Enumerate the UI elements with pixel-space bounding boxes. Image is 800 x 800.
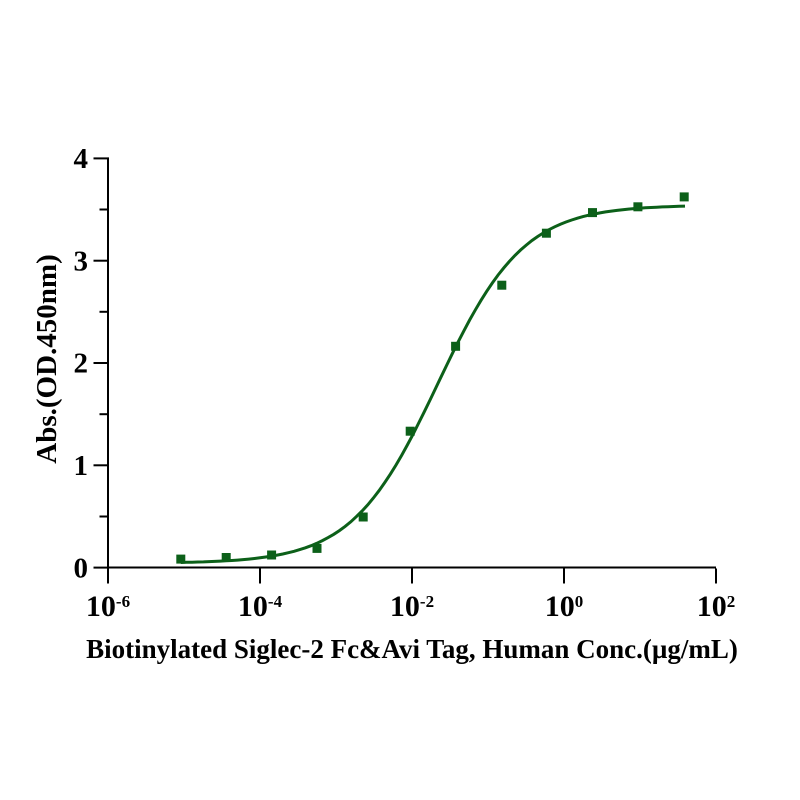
svg-text:Biotinylated Siglec-2 Fc&Avi T: Biotinylated Siglec-2 Fc&Avi Tag, Human … [86, 634, 738, 664]
svg-text:4: 4 [74, 143, 89, 175]
svg-text:1: 1 [74, 450, 89, 482]
svg-text:0: 0 [74, 552, 89, 584]
svg-text:2: 2 [74, 348, 89, 380]
svg-text:10-4: 10-4 [238, 590, 283, 623]
svg-text:100: 100 [545, 590, 584, 623]
svg-text:Abs.(OD.450nm): Abs.(OD.450nm) [31, 254, 63, 463]
svg-text:3: 3 [74, 245, 89, 277]
